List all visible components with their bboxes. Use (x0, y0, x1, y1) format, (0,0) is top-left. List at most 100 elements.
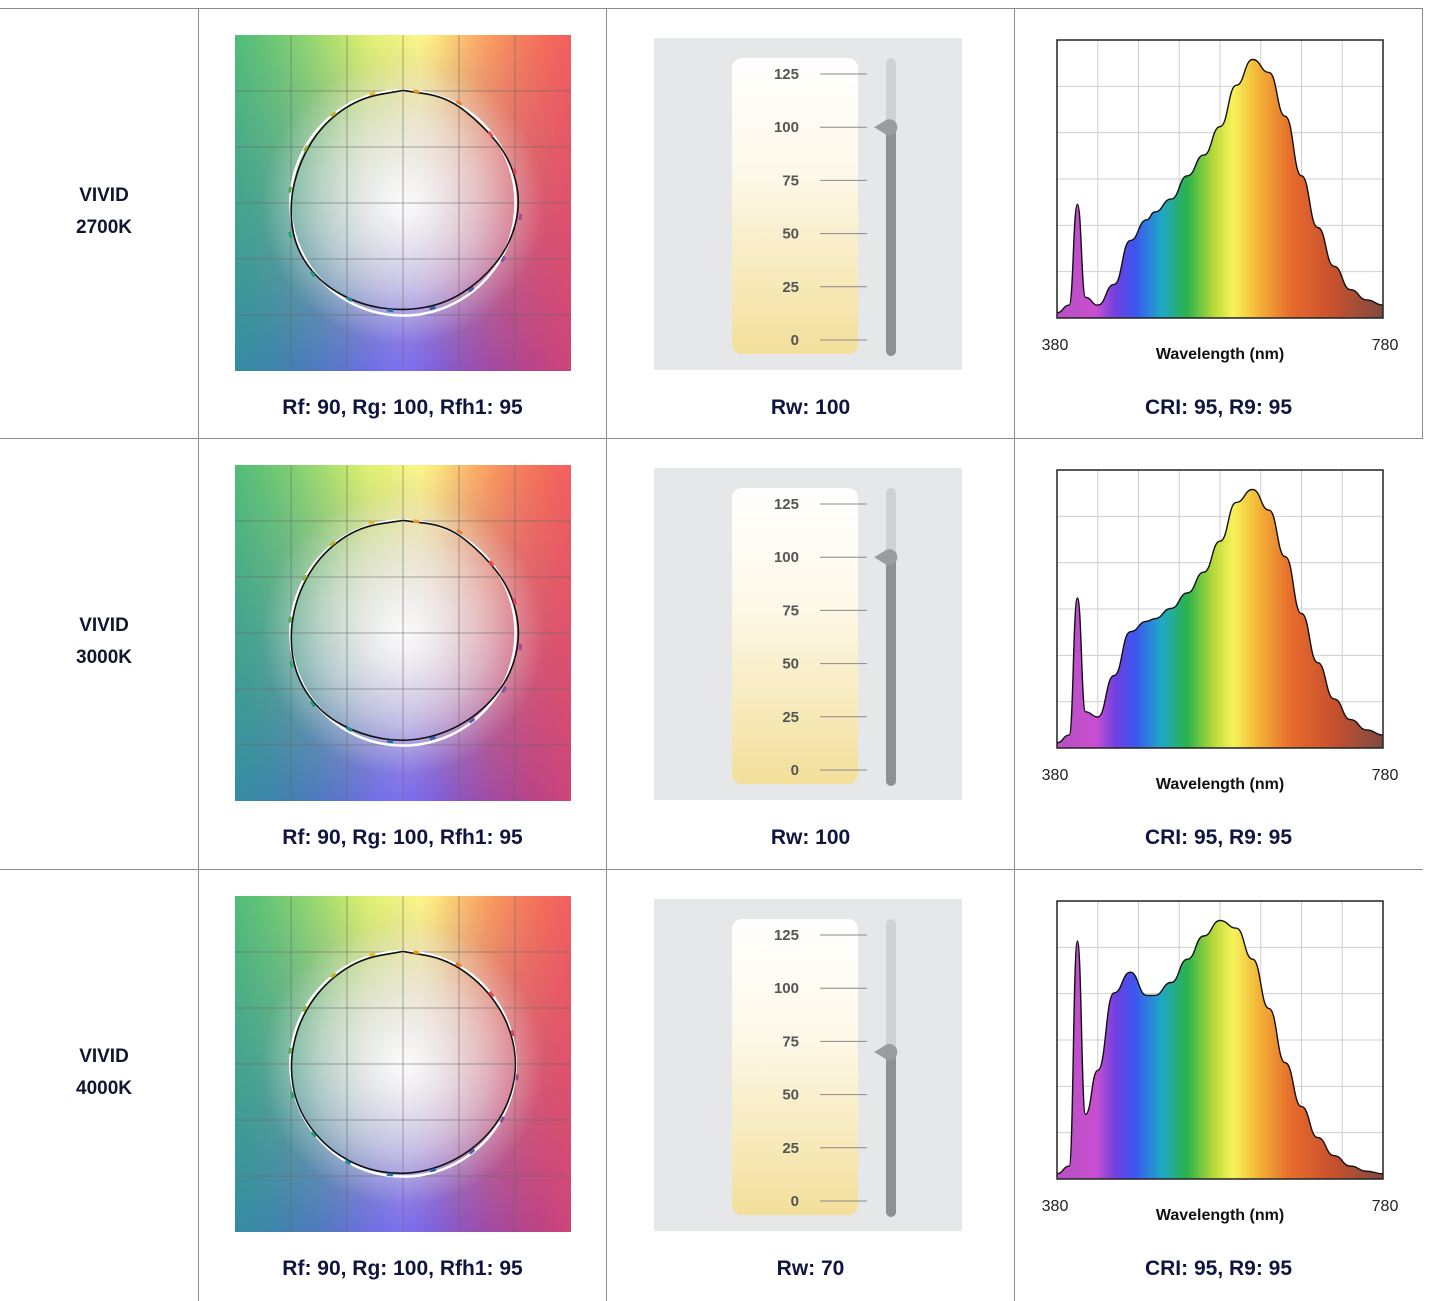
hue-bin-marker (330, 972, 337, 979)
row-label: VIVID 3000K (40, 610, 168, 674)
spectrum-area (1057, 920, 1383, 1179)
row-label: VIVID 4000K (40, 1041, 168, 1105)
hue-bin-marker (345, 726, 353, 733)
spectrum-caption: CRI: 95, R9: 95 (1144, 826, 1293, 849)
rw-tick-label: 100 (774, 549, 799, 566)
spectrum-chart: 380 780 Wavelength (nm) (1042, 469, 1398, 793)
x-axis-label: Wavelength (nm) (1156, 1207, 1284, 1224)
hue-bin-marker (500, 255, 506, 263)
test-gamut-line (290, 950, 517, 1175)
row-divider (0, 8, 1423, 9)
x-min-label: 380 (1042, 1198, 1069, 1215)
hue-bin-marker (512, 168, 517, 175)
hue-bin-marker (345, 296, 353, 303)
hue-bin-marker (456, 529, 464, 535)
hue-bin-marker (488, 991, 495, 998)
tm30-metrics-caption: Rf: 90, Rg: 100, Rfh1: 95 (282, 826, 523, 849)
x-min-label: 380 (1042, 767, 1069, 784)
rw-tick-label: 0 (791, 332, 799, 349)
hue-bin-marker (510, 1029, 515, 1037)
rw-caption: Rw: 100 (770, 826, 851, 849)
rw-slider-thumb (874, 119, 898, 136)
spectrum-chart: 380 780 Wavelength (nm) (1042, 900, 1399, 1224)
rw-slider-thumb (874, 1044, 898, 1061)
hue-bin-marker (518, 213, 523, 221)
hue-bin-marker (455, 100, 463, 106)
row-label-line1: VIVID (79, 1046, 129, 1067)
hue-bin-marker (387, 308, 394, 313)
hue-bin-marker (289, 661, 294, 668)
rw-tick-label: 75 (782, 1033, 799, 1050)
hue-bin-marker (455, 961, 462, 968)
hue-bin-marker (468, 717, 476, 724)
rw-tick-label: 50 (782, 226, 799, 243)
row-divider (0, 869, 1423, 870)
hue-bin-marker (329, 540, 336, 547)
hue-bin-marker (368, 520, 376, 525)
hue-bin-marker (310, 1131, 317, 1138)
row-label: VIVID 2700K (40, 180, 168, 244)
rw-tick-label: 25 (782, 279, 799, 296)
spectrum-area (1057, 59, 1383, 318)
hue-bin-marker (468, 1148, 476, 1155)
hue-bin-marker (288, 616, 292, 623)
rw-slider-fill (886, 1052, 896, 1217)
hue-bin-marker (387, 739, 394, 744)
spectrum-caption: CRI: 95, R9: 95 (1144, 1257, 1293, 1280)
rw-tick-label: 50 (782, 656, 799, 673)
hue-bin-marker (309, 700, 316, 708)
hue-bin-marker (512, 598, 517, 605)
rw-slider-fill (886, 127, 896, 356)
hue-bin-marker (386, 1172, 394, 1177)
rw-tick-label: 0 (791, 762, 799, 779)
hue-bin-marker (288, 231, 293, 239)
hue-bin-marker (413, 950, 420, 955)
column-divider (606, 8, 607, 1301)
hue-bin-marker (499, 1116, 506, 1123)
hue-bin-marker (467, 286, 475, 293)
x-max-label: 780 (1372, 1198, 1399, 1215)
color-vector-graphic (235, 465, 571, 801)
rw-slider-thumb (874, 549, 898, 566)
hue-bin-marker (413, 89, 420, 94)
row-label-line1: VIVID (79, 185, 129, 206)
hue-bin-marker (501, 686, 507, 694)
x-axis-label: Wavelength (nm) (1156, 346, 1284, 363)
tm30-metrics-caption: Rf: 90, Rg: 100, Rfh1: 95 (282, 396, 523, 419)
hue-bin-marker (309, 270, 316, 278)
rw-caption: Rw: 100 (770, 396, 851, 419)
rw-tick-label: 25 (782, 1140, 799, 1157)
x-axis-label: Wavelength (nm) (1156, 776, 1284, 793)
row-label-line1: VIVID (79, 615, 129, 636)
hue-bin-marker (368, 91, 376, 96)
spectrum-line (1056, 488, 1384, 744)
hue-bin-marker (429, 735, 436, 741)
rw-scale: 125 100 75 50 25 0 (654, 38, 962, 370)
hue-bin-marker (302, 145, 309, 152)
hue-bin-marker (290, 1091, 295, 1099)
column-divider (1014, 8, 1015, 1301)
row-label-line2: 4000K (76, 1078, 132, 1099)
spectrum-line (1056, 58, 1384, 314)
hue-bin-marker (344, 1159, 352, 1165)
rw-tick-label: 25 (782, 709, 799, 726)
hue-bin-marker (302, 574, 308, 582)
rw-tick-label: 0 (791, 1193, 799, 1210)
row-label-line2: 2700K (76, 217, 132, 238)
hue-bin-marker (330, 111, 337, 118)
rw-tick-label: 125 (774, 496, 799, 513)
rw-tick-label: 75 (782, 172, 799, 189)
spectrum-chart: 380 780 Wavelength (nm) (1042, 39, 1399, 363)
rw-tick-label: 50 (782, 1087, 799, 1104)
hue-bin-marker (429, 305, 436, 311)
rw-caption: Rw: 70 (776, 1257, 845, 1280)
hue-bin-marker (488, 560, 495, 567)
rw-scale: 125 100 75 50 25 0 (654, 899, 962, 1231)
x-max-label: 780 (1372, 337, 1399, 354)
hue-bin-marker (518, 643, 523, 651)
spectrum-line (1056, 919, 1384, 1175)
hue-bin-marker (487, 130, 494, 138)
rw-tick-label: 100 (774, 980, 799, 997)
hue-bin-marker (368, 952, 376, 957)
